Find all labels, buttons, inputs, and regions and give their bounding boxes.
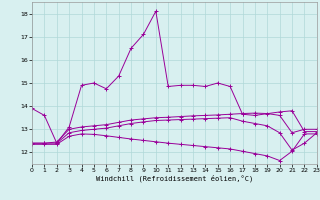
X-axis label: Windchill (Refroidissement éolien,°C): Windchill (Refroidissement éolien,°C) bbox=[96, 175, 253, 182]
